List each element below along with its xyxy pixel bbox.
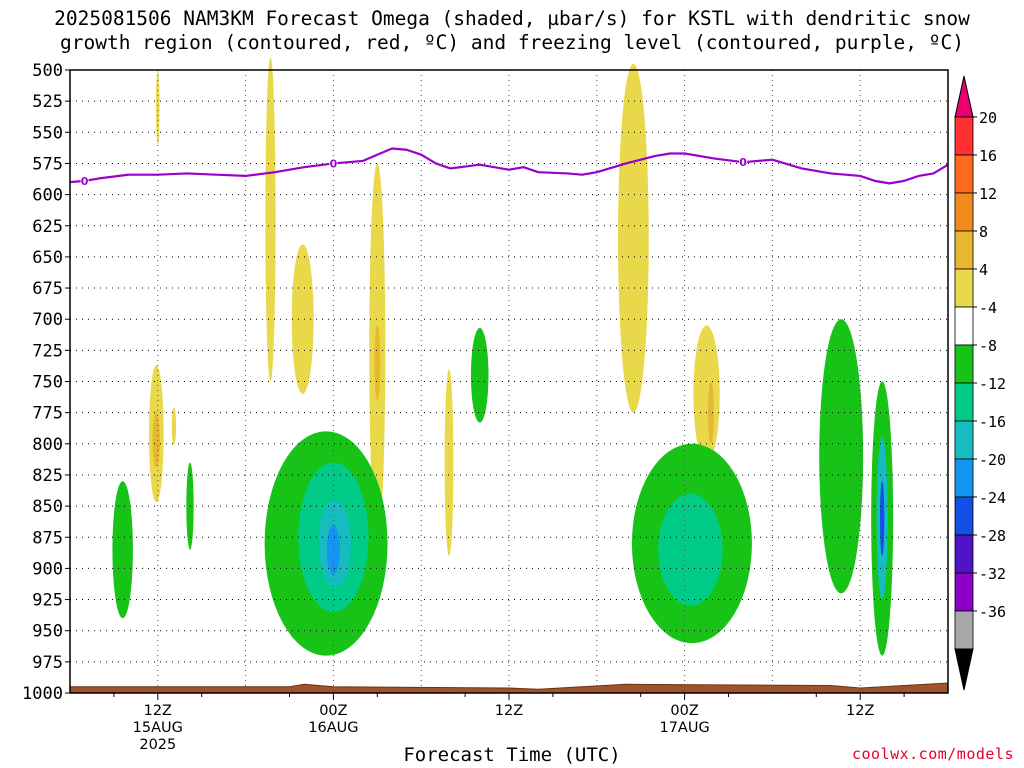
omega-region-11: [708, 381, 714, 444]
colorbar-label-13: -36: [979, 603, 1006, 621]
omega-region-3: [156, 70, 160, 145]
colorbar-bin-6: [954, 306, 974, 346]
colorbar-label-6: -8: [979, 337, 997, 355]
y-tick-label-750: 750: [32, 373, 63, 393]
omega-region-24: [879, 481, 885, 556]
colorbar-bin-1: [954, 116, 974, 156]
y-tick-label-775: 775: [32, 404, 63, 424]
colorbar-bin-3: [954, 192, 974, 232]
omega-region-21: [819, 319, 864, 594]
y-tick-label-875: 875: [32, 528, 63, 548]
chart-title-line-1: 2025081506 NAM3KM Forecast Omega (shaded…: [54, 7, 970, 30]
colorbar-label-8: -16: [979, 413, 1006, 431]
colorbar-label-4: 4: [979, 261, 988, 279]
omega-region-5: [291, 244, 314, 394]
omega-region-1: [152, 412, 160, 468]
y-tick-label-950: 950: [32, 622, 63, 642]
colorbar-bin-2: [954, 154, 974, 194]
colorbar-label-11: -28: [979, 527, 1006, 545]
credit-link[interactable]: coolwx.com/models: [851, 745, 1014, 763]
colorbar: 20 16 12 8 4 -4 -8 -12 -16 -20 -24 -28 -32 -36: [954, 75, 1006, 691]
omega-region-13: [186, 462, 194, 550]
x-tick-label-30-0: 12Z: [495, 703, 523, 719]
colorbar-bin-7: [954, 344, 974, 384]
y-tick-label-850: 850: [32, 497, 63, 517]
x-tick-label-54-0: 12Z: [846, 703, 874, 719]
x-tick-label-6-0: 12Z: [144, 703, 172, 719]
y-tick-label-725: 725: [32, 341, 63, 361]
omega-region-7: [374, 325, 381, 401]
omega-region-10: [693, 325, 720, 463]
y-tick-label-525: 525: [32, 92, 63, 112]
freezing-label-2: 0: [739, 156, 747, 169]
colorbar-label-2: 12: [979, 185, 997, 203]
y-tick-label-500: 500: [32, 61, 63, 81]
freezing-label-1: 0: [330, 157, 338, 170]
y-tick-label-800: 800: [32, 435, 63, 455]
y-tick-label-925: 925: [32, 591, 63, 611]
colorbar-label-10: -24: [979, 489, 1006, 507]
colorbar-top-arrow: [954, 75, 974, 118]
y-tick-label-900: 900: [32, 559, 63, 579]
freezing-level-contour: 0 0 0: [69, 147, 949, 188]
y-tick-label-575: 575: [32, 154, 63, 174]
omega-region-20: [658, 493, 723, 606]
colorbar-bin-4: [954, 230, 974, 270]
colorbar-label-9: -20: [979, 451, 1006, 469]
x-tick-label-6-2: 2025: [139, 737, 176, 753]
omega-region-12: [112, 481, 133, 619]
y-tick-label-700: 700: [32, 310, 63, 330]
omega-region-17: [326, 524, 340, 575]
colorbar-bin-9: [954, 420, 974, 460]
colorbar-bin-14: [954, 610, 974, 650]
colorbar-bin-11: [954, 496, 974, 536]
colorbar-label-0: 20: [979, 109, 997, 127]
colorbar-bottom-arrow: [954, 648, 974, 691]
omega-region-8: [444, 369, 454, 556]
ground-layer: [69, 682, 949, 694]
x-tick-label-6-1: 15AUG: [133, 720, 183, 736]
colorbar-label-1: 16: [979, 147, 997, 165]
colorbar-bin-8: [954, 382, 974, 422]
x-tick-label-18-0: 00Z: [319, 703, 347, 719]
plot-frame: [69, 69, 949, 694]
grid-lines: [70, 70, 948, 693]
plot-axes: 500 525 550 575 600 625 650 675 700 725 750 775 800 8…: [22, 61, 949, 753]
omega-region-9: [618, 63, 649, 413]
colorbar-bin-12: [954, 534, 974, 574]
colorbar-bin-13: [954, 572, 974, 612]
y-tick-label-600: 600: [32, 186, 63, 206]
x-tick-label-42-1: 17AUG: [659, 720, 709, 736]
omega-region-18: [470, 327, 489, 423]
y-tick-label-1000: 1000: [22, 684, 63, 704]
freezing-level-line: [69, 147, 949, 185]
colorbar-label-7: -12: [979, 375, 1006, 393]
y-tick-label-650: 650: [32, 248, 63, 268]
colorbar-bin-5: [954, 268, 974, 308]
colorbar-label-3: 8: [979, 223, 988, 241]
colorbar-label-12: -32: [979, 565, 1006, 583]
freezing-label-bg-1: [329, 157, 338, 170]
y-tick-label-675: 675: [32, 279, 63, 299]
y-tick-label-825: 825: [32, 466, 63, 486]
omega-shading: [70, 57, 948, 693]
x-tick-label-18-1: 16AUG: [308, 720, 358, 736]
y-tick-label-625: 625: [32, 217, 63, 237]
colorbar-label-5: -4: [979, 299, 997, 317]
omega-region-2: [171, 407, 177, 446]
freezing-label-bg-2: [739, 156, 748, 169]
chart-title-line-2: growth region (contoured, red, ºC) and f…: [60, 31, 964, 54]
freezing-label-0: 0: [81, 175, 89, 188]
ground-surface: [69, 682, 949, 694]
colorbar-bin-10: [954, 458, 974, 498]
x-tick-label-42-0: 00Z: [670, 703, 698, 719]
x-axis-label: Forecast Time (UTC): [403, 744, 621, 766]
y-tick-label-975: 975: [32, 653, 63, 673]
omega-region-4: [265, 57, 276, 382]
freezing-label-bg-0: [80, 174, 89, 187]
y-tick-label-550: 550: [32, 123, 63, 143]
